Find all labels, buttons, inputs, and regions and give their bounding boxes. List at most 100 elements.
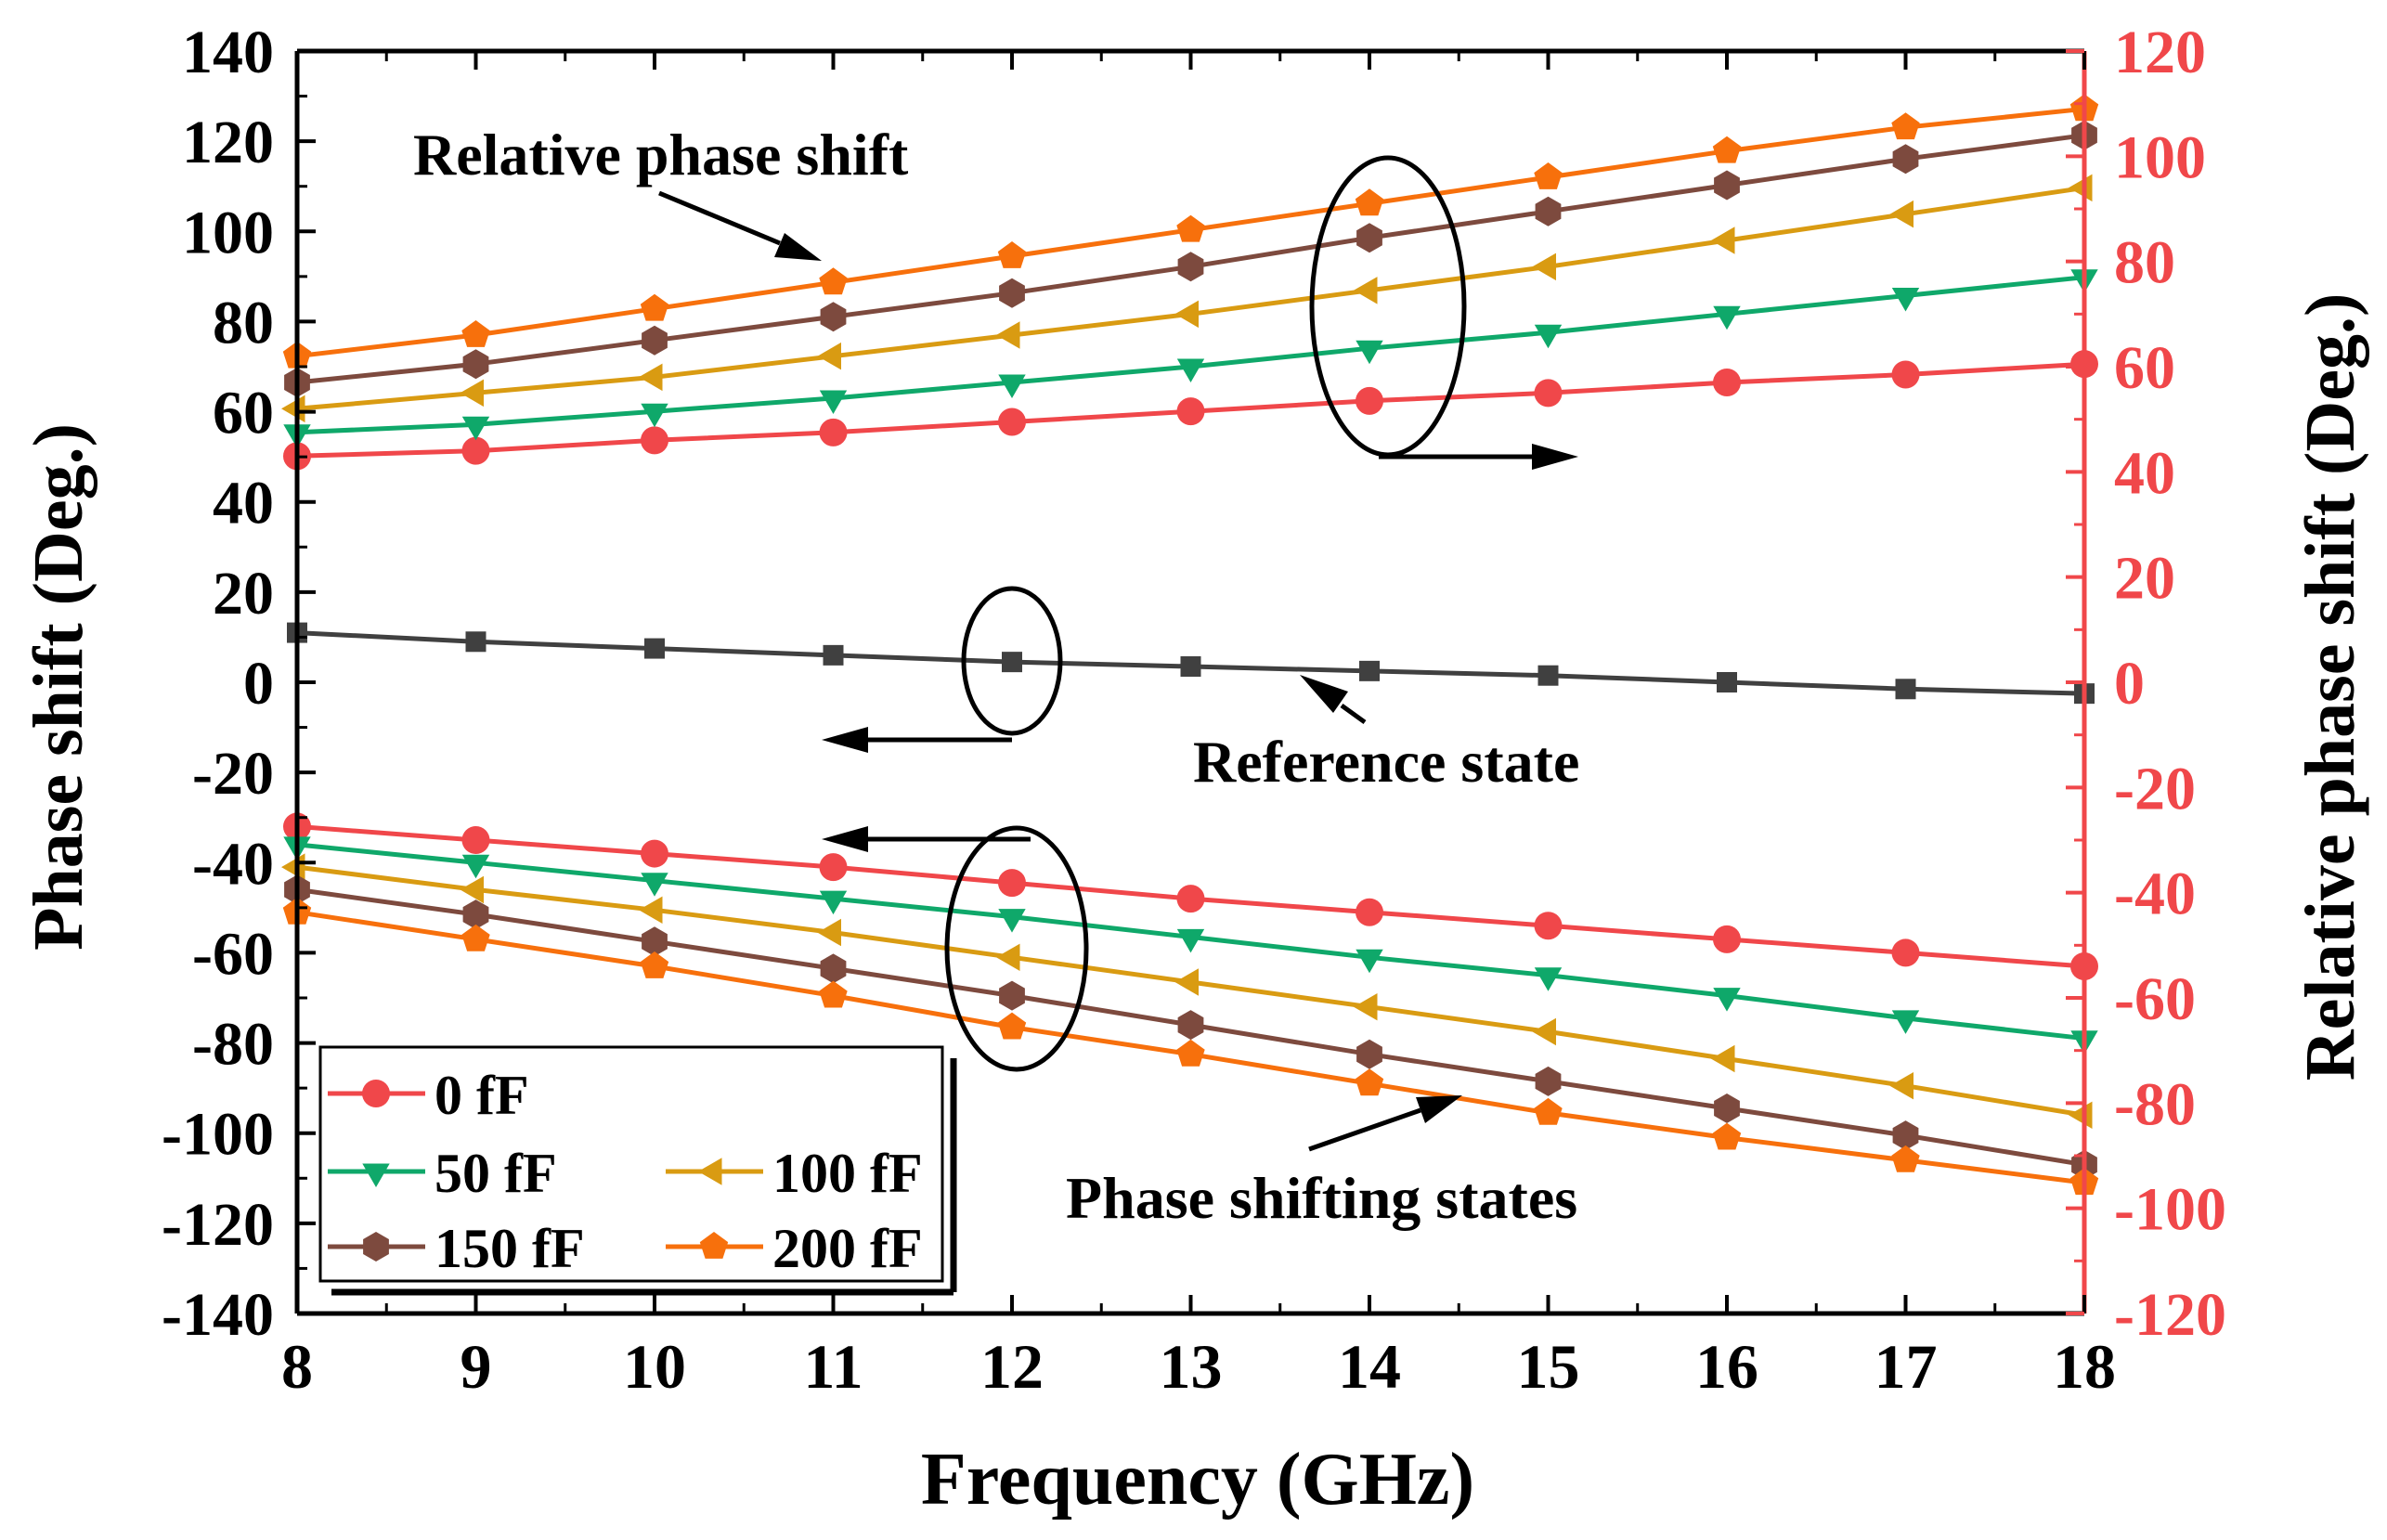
legend-box bbox=[318, 1045, 944, 1283]
legend-label-0-ff: 0 fF bbox=[435, 1065, 529, 1126]
phase-point-0-ff bbox=[819, 853, 848, 882]
phase-point-50-ff bbox=[1356, 949, 1383, 974]
phase-point-0-ff bbox=[1534, 912, 1563, 940]
y-left-tick-label: 80 bbox=[213, 289, 274, 356]
relative-point-0-ff bbox=[998, 408, 1026, 436]
annotation-reference-state: Reference state bbox=[1193, 729, 1579, 795]
x-tick-label: 17 bbox=[1875, 1331, 1938, 1402]
relative-point-100-ff bbox=[817, 342, 841, 370]
relative-point-50-ff bbox=[641, 403, 668, 428]
reference-ellipse bbox=[961, 586, 1063, 736]
axes: 8 9 10 11 12 13 14 15 16 17 18 140 120 100 80 60 40 20 0 -2… bbox=[162, 19, 2226, 1402]
x-tick-label: 13 bbox=[1160, 1331, 1223, 1402]
relative-point-200-ff bbox=[1891, 112, 1920, 140]
relative-point-100-ff bbox=[2069, 174, 2093, 202]
relative-point-0-ff bbox=[1356, 386, 1383, 415]
phase-point-50-ff bbox=[1891, 1010, 1920, 1034]
phase-point-150-ff bbox=[462, 899, 489, 930]
reference-point-reference bbox=[1002, 652, 1022, 673]
reference-point-reference bbox=[465, 631, 486, 653]
y-left-tick-label: 100 bbox=[182, 199, 274, 266]
relative-point-0-ff bbox=[641, 426, 668, 455]
right-axis-arrow-head bbox=[1532, 444, 1578, 470]
relative-point-100-ff bbox=[460, 379, 484, 408]
phase-point-0-ff bbox=[1713, 925, 1741, 953]
shifting-pointer-shaft bbox=[1308, 1107, 1421, 1152]
phase-point-200-ff bbox=[1712, 1122, 1742, 1150]
y-right-tick-label: 80 bbox=[2114, 229, 2175, 297]
phase-point-100-ff bbox=[2069, 1101, 2093, 1129]
phase-point-100-ff bbox=[460, 875, 484, 904]
phase-point-150-ff bbox=[642, 926, 668, 957]
relative-point-150-ff bbox=[642, 325, 668, 356]
relative-point-200-ff bbox=[640, 293, 669, 321]
phase-point-100-ff bbox=[1889, 1072, 1913, 1100]
y-left-tick-label: 40 bbox=[213, 470, 274, 537]
phase-point-0-ff bbox=[461, 826, 490, 854]
relative-point-150-ff bbox=[1535, 196, 1562, 226]
y-right-tick-label: -60 bbox=[2114, 965, 2196, 1033]
relative-point-100-ff bbox=[1711, 226, 1735, 254]
x-tick-label: 14 bbox=[1338, 1331, 1401, 1402]
legend-marker-0-ff bbox=[362, 1080, 390, 1107]
relative-point-50-ff bbox=[1356, 340, 1383, 365]
y-right-tick-label: -40 bbox=[2114, 861, 2196, 928]
phase-point-100-ff bbox=[817, 918, 841, 947]
phase-point-150-ff bbox=[1892, 1120, 1919, 1151]
y-axis-left-label: Phase shift (Deg.) bbox=[19, 423, 97, 951]
relative-point-50-ff bbox=[461, 416, 490, 441]
x-tick-label: 9 bbox=[461, 1331, 492, 1402]
phase-point-50-ff bbox=[1176, 928, 1205, 953]
y-right-tick-label: -20 bbox=[2114, 755, 2196, 822]
y-left-tick-label: -140 bbox=[162, 1281, 274, 1349]
series-layer bbox=[281, 94, 2099, 1196]
annotations: Relative phase shift Reference state Pha… bbox=[413, 122, 1579, 1231]
relative-point-100-ff bbox=[281, 395, 305, 423]
y-right-tick-label: 40 bbox=[2114, 439, 2175, 507]
relative-point-0-ff bbox=[1534, 379, 1563, 408]
phase-point-200-ff bbox=[1534, 1097, 1563, 1125]
y-right-tick-label: 0 bbox=[2114, 650, 2145, 718]
phase-point-100-ff bbox=[1174, 968, 1199, 996]
relative-point-0-ff bbox=[1891, 360, 1920, 389]
y-right-tick-label: 60 bbox=[2114, 334, 2175, 402]
annotation-phase-shifting-states: Phase shifting states bbox=[1066, 1165, 1577, 1231]
phase-point-200-ff bbox=[640, 951, 669, 978]
x-tick-label: 11 bbox=[803, 1331, 863, 1402]
y-right-tick-label: -80 bbox=[2114, 1070, 2196, 1138]
y-axis-right-label: Relative phase shift (Deg.) bbox=[2291, 293, 2369, 1081]
annotation-relative-phase-shift: Relative phase shift bbox=[413, 122, 909, 188]
phase-point-0-ff bbox=[1176, 885, 1205, 913]
relative-point-150-ff bbox=[1714, 170, 1740, 201]
relative-point-200-ff bbox=[997, 241, 1027, 268]
relative-point-50-ff bbox=[1713, 305, 1741, 330]
relative-point-50-ff bbox=[819, 390, 848, 414]
y-left-tick-label: -60 bbox=[192, 920, 274, 988]
relative-point-50-ff bbox=[1176, 358, 1205, 382]
y-left-tick-label: 20 bbox=[213, 560, 274, 628]
relative-pointer-shaft bbox=[658, 190, 781, 246]
relative-point-50-ff bbox=[1534, 324, 1563, 349]
relative-point-0-ff bbox=[819, 418, 848, 446]
reference-point-reference bbox=[823, 644, 844, 666]
reference-point-reference bbox=[1359, 660, 1380, 681]
phase-point-0-ff bbox=[998, 869, 1026, 898]
relative-point-150-ff bbox=[820, 302, 847, 332]
relative-point-0-ff bbox=[1713, 369, 1741, 396]
phase-point-100-ff bbox=[281, 853, 305, 881]
relative-point-200-ff bbox=[1176, 214, 1205, 242]
relative-point-50-ff bbox=[1891, 288, 1920, 312]
phase-point-100-ff bbox=[1354, 993, 1378, 1021]
phase-point-0-ff bbox=[1356, 898, 1383, 926]
relative-point-100-ff bbox=[996, 321, 1020, 349]
phase-point-50-ff bbox=[641, 873, 668, 897]
relative-point-150-ff bbox=[1356, 223, 1382, 253]
reference-left-arrow-head bbox=[822, 727, 868, 753]
legend-label-150-ff: 150 fF bbox=[435, 1218, 585, 1279]
relative-point-100-ff bbox=[1532, 252, 1556, 281]
phase-point-100-ff bbox=[1532, 1017, 1556, 1046]
relative-point-100-ff bbox=[1354, 277, 1378, 304]
relative-point-150-ff bbox=[999, 278, 1025, 308]
y-right-tick-label: -100 bbox=[2114, 1176, 2226, 1244]
